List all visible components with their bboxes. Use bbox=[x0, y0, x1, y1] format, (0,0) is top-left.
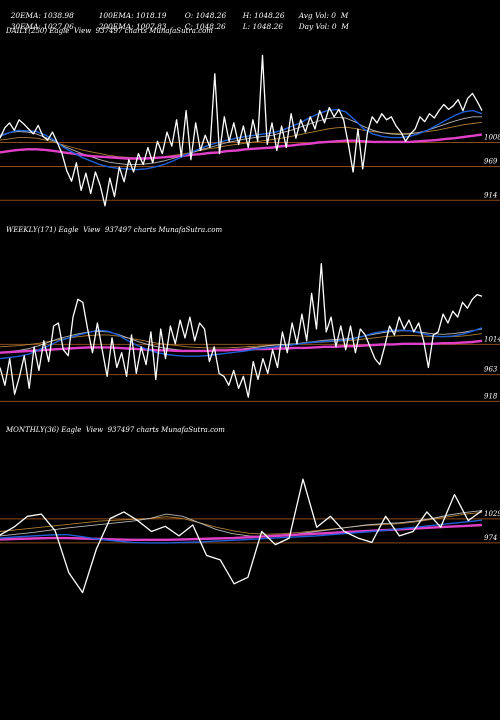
header-row-1: 20EMA: 1038.98 100EMA: 1018.19 O: 1048.26 H… bbox=[6, 2, 349, 20]
ema-long-line bbox=[0, 133, 483, 160]
ema-long-line bbox=[0, 339, 483, 354]
y-tick-label: 974 bbox=[484, 534, 497, 542]
y-tick-label: 1014 bbox=[484, 335, 500, 343]
ema200-value: 200EMA: 1007.83 bbox=[98, 22, 167, 31]
daily-panel: 1008 969 914 bbox=[0, 54, 500, 207]
price-line bbox=[0, 263, 483, 398]
open-value: O: 1048.26 bbox=[184, 11, 227, 20]
y-tick-label: 914 bbox=[484, 191, 497, 199]
y-tick-label: 963 bbox=[484, 366, 498, 374]
ema30-value: 30EMA: 1027.06 bbox=[10, 22, 74, 31]
price-line bbox=[0, 478, 483, 594]
header-row-2: 30EMA: 1027.06 200EMA: 1007.83 C: 1048.26 L… bbox=[6, 13, 349, 31]
y-tick-label: 1008 bbox=[484, 134, 500, 142]
weekly-panel: 1014 963 918 bbox=[0, 263, 500, 402]
ema100-value: 100EMA: 1018.19 bbox=[98, 11, 167, 20]
weekly-panel-title: WEEKLY(171) Eagle View 937497 charts Mun… bbox=[6, 226, 223, 234]
ema20-value: 20EMA: 1038.98 bbox=[10, 11, 74, 20]
close-value: C: 1048.26 bbox=[184, 22, 226, 31]
daily-panel-title: DAILY(250) Eagle View 937497 charts Muna… bbox=[6, 27, 213, 35]
high-value: H: 1048.26 bbox=[242, 11, 285, 20]
avg-vol-value: Avg Vol: 0 M bbox=[298, 11, 349, 20]
price-line bbox=[0, 54, 483, 207]
ema-fast-line bbox=[0, 327, 483, 360]
ema-slow-line bbox=[0, 511, 483, 535]
day-vol-value: Day Vol: 0 M bbox=[298, 22, 349, 31]
low-value: L: 1048.26 bbox=[242, 22, 284, 31]
ema-mid-line bbox=[0, 510, 483, 538]
ema-slow-line bbox=[0, 333, 483, 349]
y-tick-label: 969 bbox=[484, 157, 498, 165]
monthly-panel-title: MONTHLY(36) Eagle View 937497 charts Mun… bbox=[6, 426, 225, 434]
ema-fast-line bbox=[0, 519, 483, 544]
y-tick-label: 918 bbox=[484, 392, 498, 400]
